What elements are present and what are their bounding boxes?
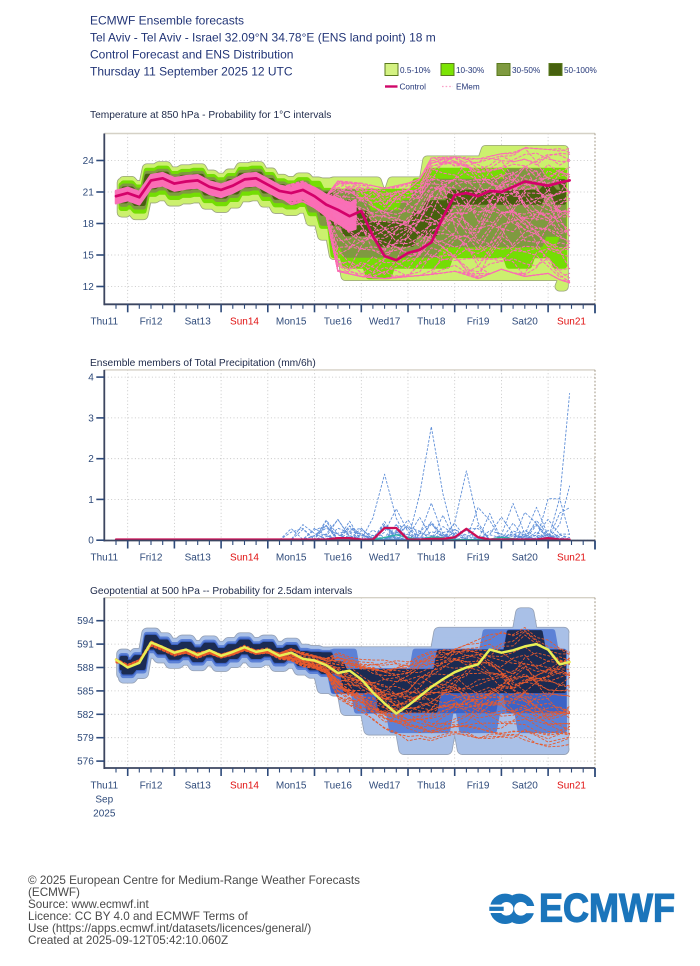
svg-text:Tue16: Tue16 (324, 781, 352, 792)
svg-text:1: 1 (88, 495, 94, 506)
svg-text:Temperature at 850 hPa - Proba: Temperature at 850 hPa - Probability for… (90, 110, 331, 121)
svg-text:Thu11: Thu11 (90, 781, 118, 792)
svg-text:582: 582 (77, 710, 94, 721)
svg-text:0.5-10%: 0.5-10% (400, 66, 431, 75)
svg-text:Sep: Sep (95, 795, 113, 806)
svg-text:Wed17: Wed17 (369, 781, 401, 792)
svg-text:Sun14: Sun14 (230, 553, 259, 564)
svg-text:Sat20: Sat20 (512, 553, 539, 564)
svg-text:Thu11: Thu11 (90, 317, 118, 328)
svg-text:Sun21: Sun21 (557, 781, 586, 792)
svg-text:Fri12: Fri12 (140, 553, 163, 564)
svg-text:0: 0 (88, 536, 94, 547)
svg-text:585: 585 (77, 686, 94, 697)
svg-text:Use (https://apps.ecmwf.int/da: Use (https://apps.ecmwf.int/datasets/lic… (28, 922, 311, 935)
svg-text:Fri12: Fri12 (140, 781, 163, 792)
svg-text:ECMWF: ECMWF (539, 887, 675, 931)
svg-text:Sat13: Sat13 (185, 553, 212, 564)
svg-text:Mon15: Mon15 (276, 781, 307, 792)
svg-text:18: 18 (83, 219, 95, 230)
svg-text:Sat13: Sat13 (185, 317, 212, 328)
svg-text:Mon15: Mon15 (276, 317, 307, 328)
svg-text:Thu18: Thu18 (417, 781, 446, 792)
svg-text:2025: 2025 (93, 809, 116, 820)
svg-text:Tue16: Tue16 (324, 317, 352, 328)
svg-text:591: 591 (77, 640, 94, 651)
svg-text:Fri12: Fri12 (140, 317, 163, 328)
svg-text:Geopotential at 500 hPa -- Pro: Geopotential at 500 hPa -- Probability f… (90, 586, 352, 597)
svg-text:12: 12 (83, 282, 95, 293)
svg-text:ECMWF Ensemble forecasts: ECMWF Ensemble forecasts (90, 14, 244, 28)
svg-text:Wed17: Wed17 (369, 553, 401, 564)
svg-text:2: 2 (88, 454, 94, 465)
svg-text:50-100%: 50-100% (564, 66, 597, 75)
svg-text:Wed17: Wed17 (369, 317, 401, 328)
svg-text:4: 4 (88, 373, 94, 384)
svg-text:EMem: EMem (456, 83, 480, 92)
svg-text:Sat20: Sat20 (512, 781, 539, 792)
svg-text:(ECMWF): (ECMWF) (28, 886, 80, 899)
svg-text:© 2025 European Centre for Med: © 2025 European Centre for Medium-Range … (28, 874, 360, 887)
svg-text:Created at 2025-09-12T05:42:10: Created at 2025-09-12T05:42:10.060Z (28, 934, 228, 947)
svg-text:594: 594 (77, 616, 94, 627)
svg-text:Licence: CC BY 4.0 and ECMWF T: Licence: CC BY 4.0 and ECMWF Terms of (28, 910, 249, 923)
svg-text:Fri19: Fri19 (467, 781, 490, 792)
svg-text:Control: Control (400, 83, 427, 92)
svg-text:588: 588 (77, 663, 94, 674)
svg-text:24: 24 (83, 156, 95, 167)
svg-text:Source: www.ecmwf.int: Source: www.ecmwf.int (28, 898, 150, 911)
svg-text:Thu11: Thu11 (90, 553, 118, 564)
svg-text:Sat20: Sat20 (512, 317, 539, 328)
svg-text:Thu18: Thu18 (417, 553, 446, 564)
svg-text:Tel Aviv - Tel Aviv - Israel 3: Tel Aviv - Tel Aviv - Israel 32.09°N 34.… (90, 31, 436, 45)
svg-text:Mon15: Mon15 (276, 553, 307, 564)
svg-text:Sun14: Sun14 (230, 317, 259, 328)
svg-text:Ensemble members of Total Prec: Ensemble members of Total Precipitation … (90, 358, 316, 369)
svg-text:Sun14: Sun14 (230, 781, 259, 792)
svg-text:Control Forecast and ENS Distr: Control Forecast and ENS Distribution (90, 48, 293, 62)
svg-text:576: 576 (77, 757, 94, 768)
svg-text:Sat13: Sat13 (185, 781, 212, 792)
svg-text:Sun21: Sun21 (557, 553, 586, 564)
svg-text:Sun21: Sun21 (557, 317, 586, 328)
svg-text:10-30%: 10-30% (456, 66, 484, 75)
svg-text:Tue16: Tue16 (324, 553, 352, 564)
svg-text:21: 21 (83, 188, 95, 199)
svg-text:579: 579 (77, 733, 94, 744)
svg-text:3: 3 (88, 413, 94, 424)
svg-text:30-50%: 30-50% (512, 66, 540, 75)
svg-text:Thu18: Thu18 (417, 317, 446, 328)
svg-text:Thursday 11 September 2025 12: Thursday 11 September 2025 12 UTC (90, 65, 293, 79)
svg-text:Fri19: Fri19 (467, 553, 490, 564)
svg-text:Fri19: Fri19 (467, 317, 490, 328)
svg-text:15: 15 (83, 251, 95, 262)
